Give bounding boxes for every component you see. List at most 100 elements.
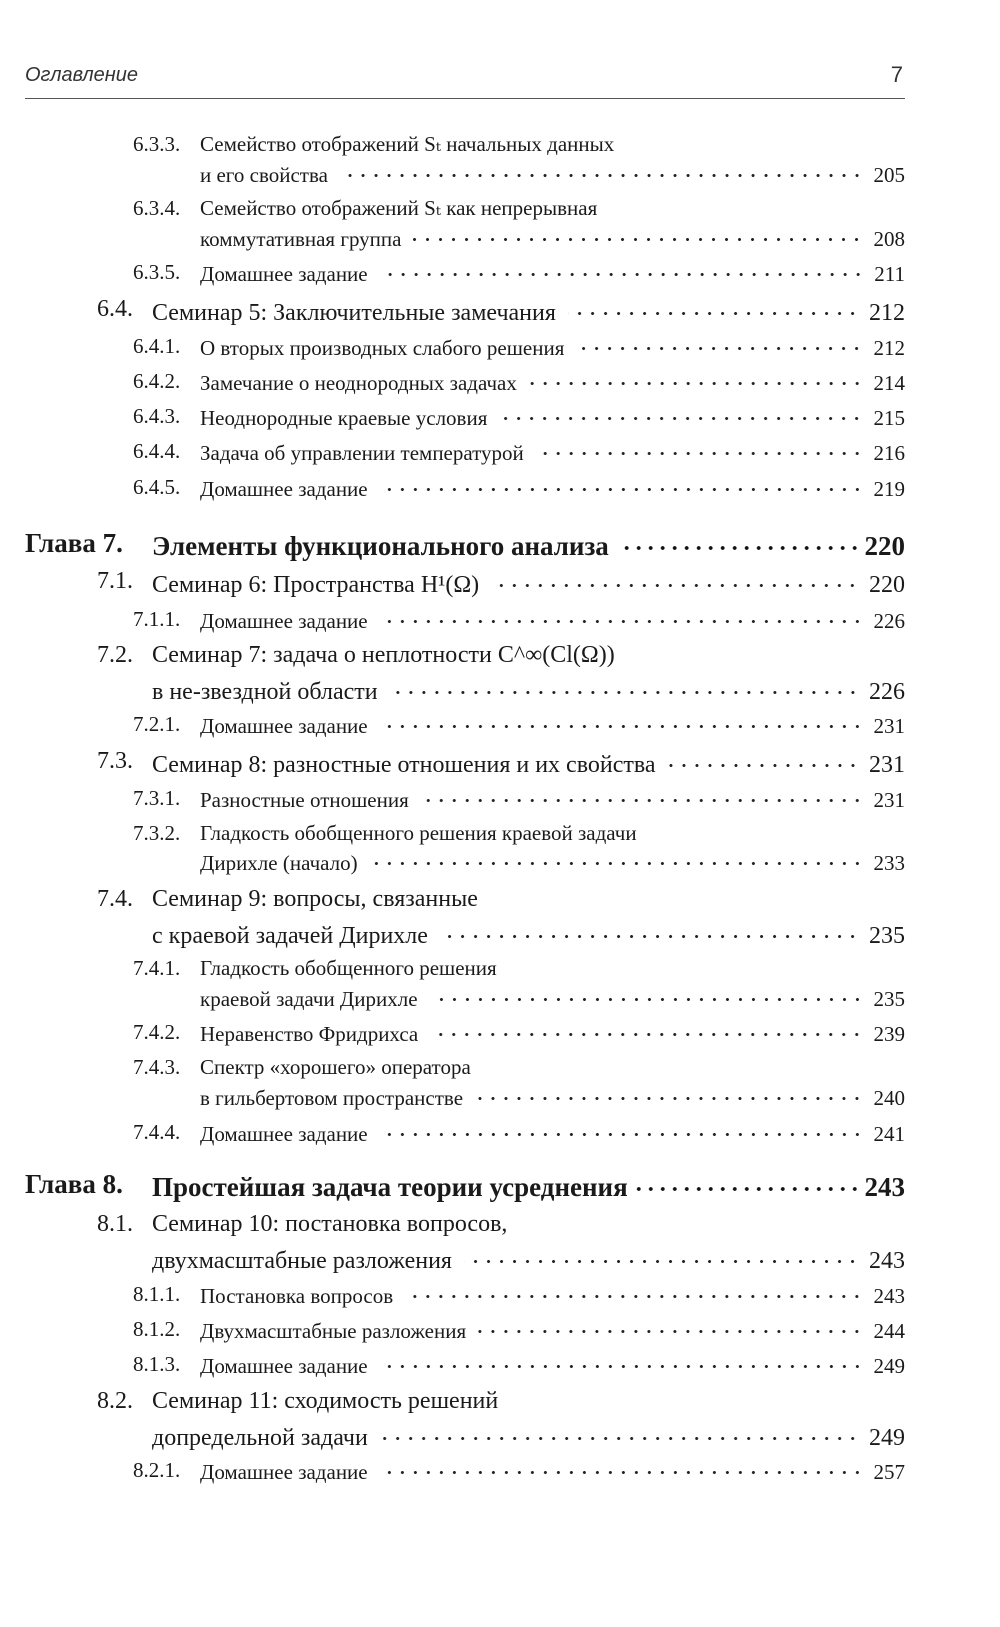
toc-entry-page[interactable]: 240 — [873, 1085, 906, 1110]
toc-entry-title: О вторых производных слабого решения — [200, 335, 565, 360]
toc-entry-title: и его свойства — [200, 162, 328, 187]
toc-entry-page[interactable]: 231 — [869, 752, 905, 779]
toc-entry-number: Глава 7. — [25, 528, 123, 559]
toc-entry-number: 8.2.1. — [133, 1457, 181, 1482]
toc-entry-page[interactable]: 208 — [873, 226, 906, 251]
toc-entry-line: 7.1.1. Домашнее задание 226 — [133, 606, 906, 634]
toc-entry-title: Гладкость обобщенного решения краевой за… — [200, 820, 637, 845]
page-number: 7 — [890, 62, 903, 87]
toc-entry-title: Домашнее задание — [200, 713, 368, 738]
dot-leader — [379, 1421, 859, 1446]
toc-entry-number: 6.4.4. — [133, 438, 181, 463]
toc-entry-page[interactable]: 249 — [869, 1425, 905, 1452]
toc-entry-number: 7.4.4. — [133, 1119, 181, 1144]
toc-entry-title: Домашнее задание — [200, 261, 368, 286]
toc-entry-line: 8.1.1. Постановка вопросов 243 — [133, 1281, 906, 1309]
running-header-title: Оглавление — [25, 64, 139, 86]
toc-entry-title: Постановка вопросов — [200, 1283, 394, 1308]
dot-leader — [499, 403, 864, 425]
toc-entry-page[interactable]: 226 — [873, 608, 906, 633]
toc-entry-page[interactable]: 216 — [873, 440, 906, 465]
toc-entry-title: Задача об управлении температурой — [200, 440, 524, 465]
toc-entry-line: с краевой задачей Дирихле 235 — [152, 919, 905, 950]
toc-entry-page[interactable]: 244 — [873, 1318, 906, 1343]
dot-leader — [405, 1281, 864, 1303]
dot-leader — [439, 919, 859, 944]
toc-entry-line: 7.2. Семинар 7: задача о неплотности C^∞(… — [97, 642, 905, 669]
dot-leader — [567, 296, 859, 321]
toc-entry-title: Неоднородные краевые условия — [200, 405, 488, 430]
toc-entry-number: 7.4. — [97, 886, 133, 913]
toc-entry-number: 8.1.3. — [133, 1351, 181, 1376]
toc-entry-number: 6.4.2. — [133, 368, 181, 393]
dot-leader — [576, 333, 864, 355]
toc-entry-line: 6.4.3. Неоднородные краевые условия 215 — [133, 403, 906, 431]
toc-entry-line: 7.4. Семинар 9: вопросы, связанные — [97, 886, 905, 913]
toc-entry-title: Семейство отображений Sₜ как непрерывная — [200, 195, 598, 220]
toc-entry-title: Дирихле (начало) — [200, 850, 358, 875]
toc-entry-line: 7.2.1. Домашнее задание 231 — [133, 711, 906, 739]
dot-leader — [667, 748, 859, 773]
toc-entry-number: 6.3.4. — [133, 195, 181, 220]
toc-entry-line: 7.3.1. Разностные отношения 231 — [133, 785, 906, 813]
toc-entry-title: Семинар 5: Заключительные замечания — [152, 300, 556, 327]
dot-leader — [478, 1316, 864, 1338]
header-rule — [25, 98, 905, 99]
toc-entry-title: Замечание о неоднородных задачах — [200, 370, 517, 395]
toc-entry-page[interactable]: 214 — [873, 370, 906, 395]
toc-entry-page[interactable]: 220 — [864, 531, 906, 562]
toc-entry-number: 8.1. — [97, 1211, 133, 1238]
toc-entry-title: Спектр «хорошего» оператора — [200, 1054, 471, 1079]
toc-entry-page[interactable]: 212 — [873, 335, 906, 360]
toc-entry-line: 8.2.1. Домашнее задание 257 — [133, 1457, 906, 1485]
toc-entry-line: допредельной задачи 249 — [152, 1421, 905, 1452]
toc-entry-line: в не-звездной области 226 — [152, 675, 905, 706]
dot-leader — [635, 1169, 861, 1197]
toc-entry-page[interactable]: 226 — [869, 679, 905, 706]
toc-entry-number: 6.4. — [97, 296, 133, 323]
toc-entry-number: 6.4.1. — [133, 333, 181, 358]
toc-entry-title: Домашнее задание — [200, 608, 368, 633]
toc-entry-page[interactable]: 233 — [873, 850, 906, 875]
toc-entry-page[interactable]: 249 — [873, 1353, 906, 1378]
toc-entry-title: допредельной задачи — [152, 1425, 368, 1452]
toc-entry-page[interactable]: 235 — [873, 986, 906, 1011]
toc-entry-page[interactable]: 231 — [873, 713, 906, 738]
toc-entry-number: 7.1. — [97, 568, 133, 595]
toc-entry-page[interactable]: 243 — [864, 1172, 906, 1203]
toc-entry-number: 6.4.5. — [133, 474, 181, 499]
toc-entry-title: Семинар 8: разностные отношения и их сво… — [152, 752, 656, 779]
toc-entry-number: 6.3.5. — [133, 259, 181, 284]
toc-entry-page[interactable]: 239 — [873, 1021, 906, 1046]
toc-entry-page[interactable]: 231 — [873, 787, 906, 812]
toc-entry-line: коммутативная группа 208 — [200, 224, 906, 252]
toc-entry-page[interactable]: 212 — [869, 300, 905, 327]
toc-entry-title: краевой задачи Дирихле — [200, 986, 418, 1011]
toc-entry-page[interactable]: 205 — [873, 162, 906, 187]
toc-entry-line: 6.3.4. Семейство отображений Sₜ как непре… — [133, 195, 905, 221]
toc-entry-page[interactable]: 215 — [873, 405, 906, 430]
toc-entry-line: 7.4.3. Спектр «хорошего» оператора — [133, 1054, 905, 1080]
toc-entry-line: Глава 7. Элементы функционального анализа… — [25, 528, 906, 562]
toc-entry-page[interactable]: 220 — [869, 572, 905, 599]
toc-entry-page[interactable]: 235 — [869, 923, 905, 950]
toc-entry-title: в не-звездной области — [152, 679, 378, 706]
toc-entry-page[interactable]: 219 — [873, 476, 906, 501]
toc-entry-title: Домашнее задание — [200, 1353, 368, 1378]
toc-entry-page[interactable]: 211 — [874, 261, 905, 286]
toc-entry-title: Разностные отношения — [200, 787, 409, 812]
toc-entry-line: 8.1.3. Домашнее задание 249 — [133, 1351, 906, 1379]
toc-entry-line: 7.3. Семинар 8: разностные отношения и их… — [97, 748, 905, 779]
toc-entry-page[interactable]: 241 — [873, 1121, 906, 1146]
toc-entry-title: Семинар 7: задача о неплотности C^∞(Cl(Ω… — [152, 642, 615, 669]
dot-leader — [379, 1119, 864, 1141]
dot-leader — [616, 528, 861, 556]
toc-entry-page[interactable]: 257 — [873, 1459, 906, 1484]
toc-entry-page[interactable]: 243 — [873, 1283, 906, 1308]
toc-entry-line: 6.3.3. Семейство отображений Sₜ начальных… — [133, 132, 905, 157]
toc-entry-line: Глава 8. Простейшая задача теории усредне… — [25, 1169, 906, 1203]
toc-entry-title: Семинар 6: Пространства H¹(Ω) — [152, 572, 480, 599]
toc-entry-title: Семинар 10: постановка вопросов, — [152, 1211, 508, 1238]
toc-entry-page[interactable]: 243 — [869, 1248, 905, 1275]
toc-entry-title: Двухмасштабные разложения — [200, 1318, 467, 1343]
